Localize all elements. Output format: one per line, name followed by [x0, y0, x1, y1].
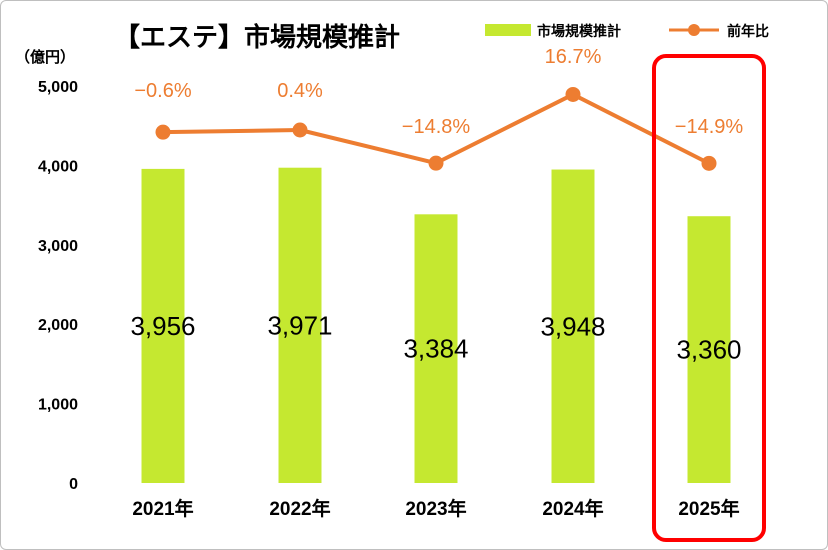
highlight-box: [652, 54, 766, 542]
y-tick-label: 2,000: [38, 317, 78, 334]
line-value-label: 16.7%: [545, 46, 602, 68]
bar: [551, 169, 595, 483]
line-point: [565, 86, 581, 102]
bar: [687, 216, 731, 483]
line-series: [155, 86, 717, 171]
y-tick-label: 4,000: [38, 158, 78, 175]
line-value-labels: −0.6% 0.4% −14.8% 16.7% −14.9%: [134, 46, 743, 138]
y-tick-label: 3,000: [38, 238, 78, 255]
line-value-label: 0.4%: [277, 80, 323, 102]
highlight-layer: [652, 54, 766, 542]
bar-value-label: 3,956: [130, 311, 195, 341]
bar-value-label: 3,360: [676, 335, 741, 365]
line-point: [292, 122, 308, 138]
bar: [141, 168, 185, 483]
bar-value-label: 3,384: [403, 334, 468, 364]
y-tick-label: 1,000: [38, 397, 78, 414]
bar-value-label: 3,948: [540, 311, 605, 341]
bar: [278, 167, 322, 483]
bar-series: [141, 167, 731, 483]
chart-title: 【エステ】市場規模推計: [114, 22, 400, 53]
y-tick-label: 0: [69, 476, 78, 493]
x-tick-label: 2021年: [132, 497, 193, 520]
line-point: [155, 124, 171, 140]
y-axis-unit: （億円）: [15, 48, 75, 66]
legend-line-label: 前年比: [727, 23, 769, 40]
legend-line-marker: [688, 24, 700, 36]
x-tick-label: 2022年: [269, 497, 330, 520]
legend: 市場規模推計 前年比: [485, 23, 769, 40]
legend-bar-label: 市場規模推計: [537, 23, 621, 40]
line-point: [428, 155, 444, 171]
y-axis-ticks: 0 1,000 2,000 3,000 4,000 5,000: [38, 79, 78, 493]
line-value-label: −0.6%: [134, 80, 191, 102]
x-axis-ticks: 2021年 2022年 2023年 2024年 2025年: [132, 497, 739, 520]
line-value-label: −14.9%: [675, 116, 744, 138]
line-value-label: −14.8%: [402, 116, 471, 138]
bar: [414, 214, 458, 483]
x-tick-label: 2024年: [542, 497, 603, 520]
bar-value-label: 3,971: [267, 310, 332, 340]
bar-value-labels: 3,956 3,971 3,384 3,948 3,360: [130, 310, 741, 364]
legend-bar-swatch: [485, 24, 531, 36]
y-tick-label: 5,000: [38, 79, 78, 96]
line-point: [701, 155, 717, 171]
x-tick-label: 2025年: [678, 497, 739, 520]
x-tick-label: 2023年: [405, 497, 466, 520]
